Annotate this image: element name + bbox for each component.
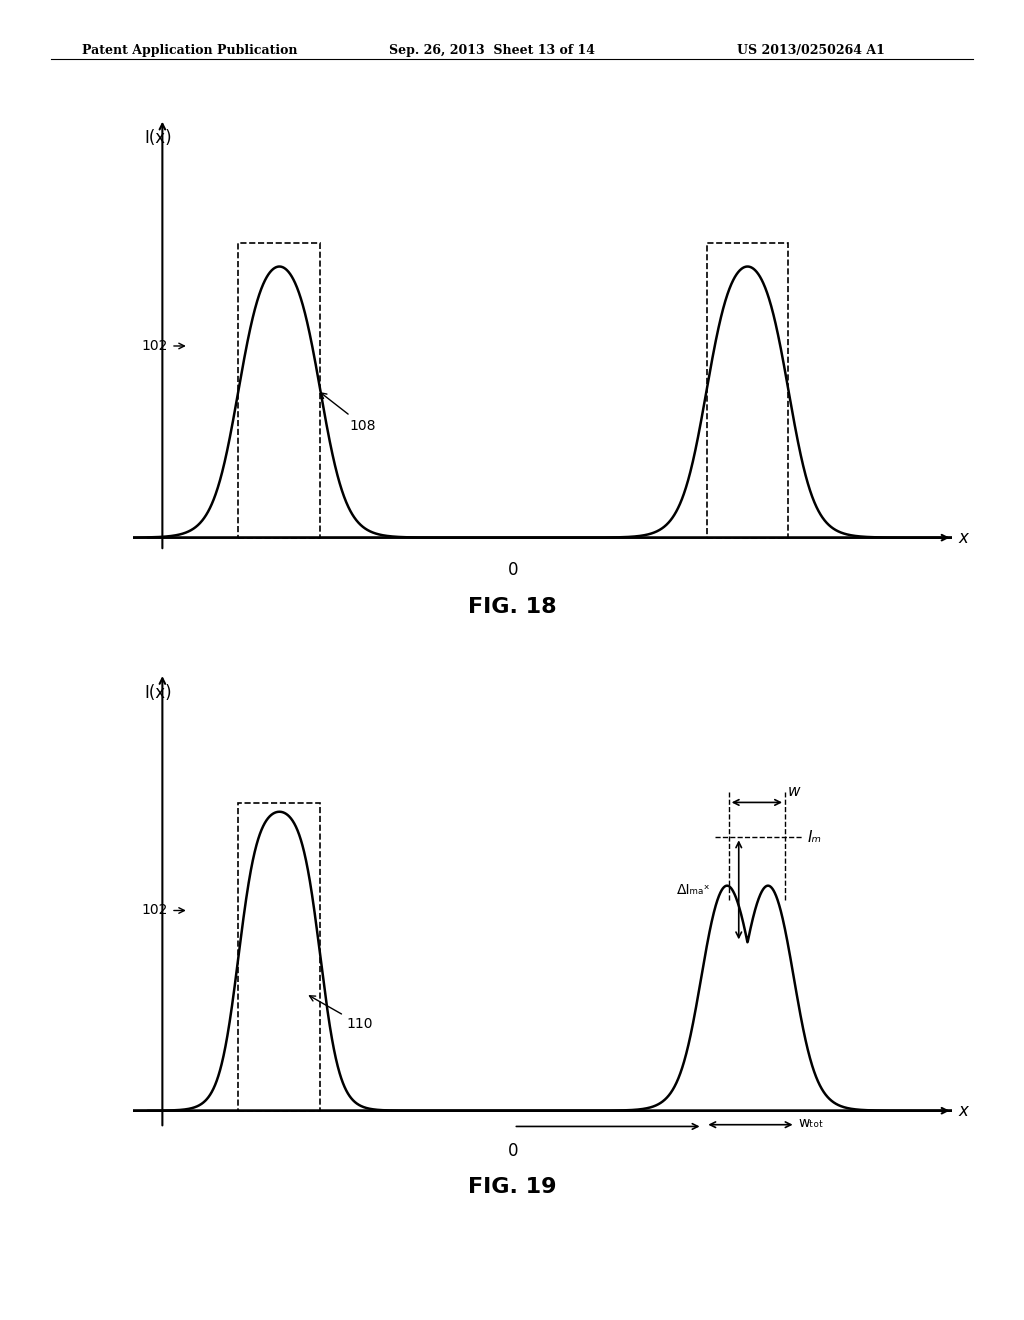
Text: 0: 0: [508, 1142, 519, 1160]
Bar: [239, 803, 321, 1110]
Text: I(x): I(x): [144, 129, 172, 147]
Text: 0: 0: [508, 561, 519, 579]
Text: x: x: [958, 1102, 968, 1119]
Bar: [707, 243, 788, 537]
Text: ΔIₘₐˣ: ΔIₘₐˣ: [677, 883, 711, 896]
Bar: [239, 243, 321, 537]
Text: FIG. 19: FIG. 19: [468, 1177, 556, 1197]
Text: FIG. 18: FIG. 18: [468, 597, 556, 616]
Text: 102: 102: [142, 339, 184, 352]
Text: w: w: [787, 784, 801, 799]
Text: Sep. 26, 2013  Sheet 13 of 14: Sep. 26, 2013 Sheet 13 of 14: [389, 44, 595, 57]
Text: 102: 102: [142, 903, 184, 917]
Text: x: x: [958, 528, 968, 546]
Text: 110: 110: [309, 995, 373, 1031]
Text: US 2013/0250264 A1: US 2013/0250264 A1: [737, 44, 885, 57]
Text: Iₘ: Iₘ: [808, 830, 822, 845]
Text: I(x): I(x): [144, 684, 172, 702]
Text: Patent Application Publication: Patent Application Publication: [82, 44, 297, 57]
Text: wₜₒₜ: wₜₒₜ: [799, 1115, 823, 1130]
Text: 108: 108: [321, 393, 376, 433]
